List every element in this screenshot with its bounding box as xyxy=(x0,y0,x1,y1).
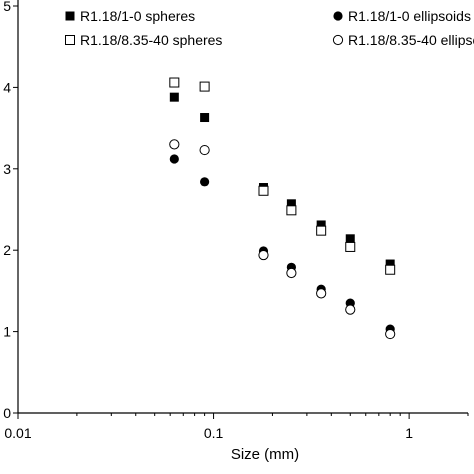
data-point xyxy=(316,220,326,230)
data-point xyxy=(258,249,269,261)
data-point xyxy=(200,113,210,123)
legend-item: R1.18/8.35-40 ellipsoids xyxy=(332,32,474,48)
y-tick-label: 3 xyxy=(3,161,11,177)
x-axis-ticks: 0.01 0.1 1 xyxy=(4,413,469,441)
x-axis-title: Size (mm) xyxy=(231,446,299,463)
legend-marker xyxy=(332,34,344,46)
data-point xyxy=(345,241,356,252)
data-point xyxy=(385,264,396,275)
legend-label: R1.18/1-0 spheres xyxy=(80,8,195,24)
y-tick-label: 5 xyxy=(3,0,11,14)
data-point xyxy=(169,154,179,164)
data-point xyxy=(385,328,396,340)
data-point xyxy=(199,81,210,92)
legend-marker xyxy=(65,35,75,45)
legend-item: R1.18/1-0 spheres xyxy=(65,8,195,24)
legend-marker xyxy=(65,11,75,21)
x-tick-label: 0.01 xyxy=(4,425,31,441)
data-point xyxy=(286,199,296,209)
legend-item: R1.18/8.35-40 spheres xyxy=(65,32,222,48)
x-tick-label: 0.1 xyxy=(204,425,224,441)
data-point xyxy=(316,288,327,299)
data-point xyxy=(258,185,269,196)
series-open-square xyxy=(169,77,396,275)
data-point xyxy=(169,139,180,150)
data-point xyxy=(200,177,210,187)
y-tick-label: 2 xyxy=(3,242,11,258)
data-points xyxy=(169,77,396,340)
y-axis-ticks: 0 1 2 3 4 5 xyxy=(3,0,18,421)
legend-label: R1.18/1-0 ellipsoids xyxy=(348,8,471,24)
x-tick-label: 1 xyxy=(405,425,413,441)
data-point xyxy=(199,144,210,156)
legend-item: R1.18/1-0 ellipsoids xyxy=(333,8,471,24)
data-point xyxy=(286,205,297,216)
legend-label: R1.18/8.35-40 spheres xyxy=(80,32,222,48)
axes xyxy=(17,0,468,414)
series-filled-circle xyxy=(169,154,395,334)
data-point xyxy=(316,225,327,236)
y-tick-label: 0 xyxy=(3,405,11,421)
data-point xyxy=(385,259,395,269)
series-open-circle xyxy=(169,139,396,340)
data-point xyxy=(169,92,179,102)
data-point xyxy=(345,234,355,244)
legend-label: R1.18/8.35-40 ellipsoids xyxy=(348,32,474,48)
data-point xyxy=(286,267,297,279)
legend-marker xyxy=(333,11,343,21)
legend: R1.18/1-0 spheres R1.18/8.35-40 spheres R1… xyxy=(65,8,474,48)
data-point xyxy=(169,77,180,88)
y-tick-label: 4 xyxy=(3,79,11,95)
data-point xyxy=(345,304,356,315)
y-tick-label: 1 xyxy=(3,324,11,340)
